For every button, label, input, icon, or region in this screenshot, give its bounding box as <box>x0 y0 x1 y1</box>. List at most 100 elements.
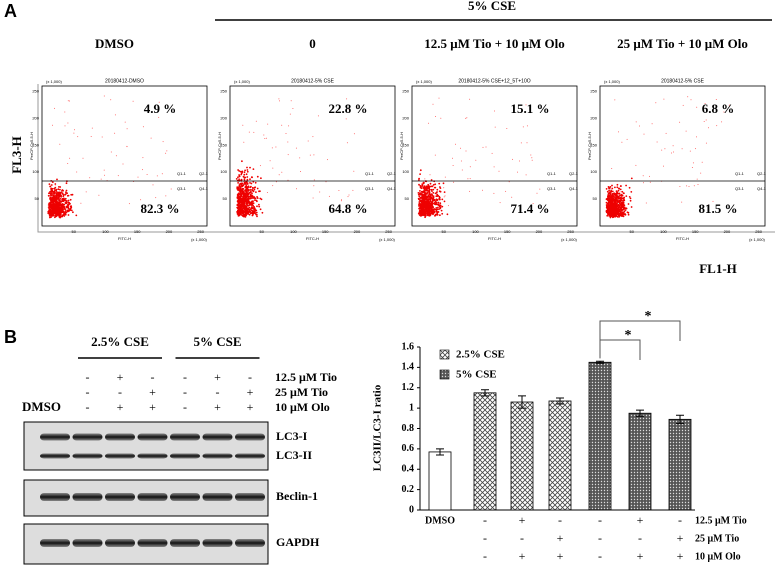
event-dot <box>348 194 350 196</box>
event-dot <box>239 207 242 209</box>
event-dot <box>50 207 53 210</box>
event-dot <box>422 197 425 200</box>
event-dot <box>58 186 60 188</box>
band <box>72 539 103 547</box>
quadrant-label: Q2-1 <box>569 171 579 176</box>
event-dot <box>429 194 432 197</box>
band <box>105 433 135 441</box>
event-dot <box>248 131 250 133</box>
event-dot <box>238 201 241 204</box>
event-dot <box>611 203 614 206</box>
event-dot <box>621 194 624 197</box>
event-dot <box>65 211 67 214</box>
event-dot <box>245 188 248 190</box>
event-dot <box>267 123 269 125</box>
event-dot <box>493 192 495 194</box>
event-dot <box>317 115 319 117</box>
event-dot <box>251 210 254 213</box>
band <box>137 453 168 459</box>
plot-x-tick: 100 <box>660 229 667 234</box>
event-dot <box>58 191 61 194</box>
event-dot <box>422 193 424 196</box>
event-dot <box>241 208 244 211</box>
frame <box>37 84 775 233</box>
event-dot <box>57 206 60 209</box>
event-dot <box>614 202 617 205</box>
event-dot <box>619 197 622 199</box>
event-dot <box>716 125 718 127</box>
event-dot <box>249 166 251 169</box>
event-dot <box>68 202 70 205</box>
event-dot <box>428 214 431 217</box>
band <box>235 433 265 441</box>
lower-percent: 81.5 % <box>699 201 738 216</box>
event-dot <box>605 204 608 206</box>
sign: - <box>151 370 155 384</box>
event-dot <box>681 148 683 150</box>
event-dot <box>420 203 423 206</box>
event-dot <box>241 214 244 217</box>
sign: + <box>677 549 684 563</box>
plot-x-tick: 100 <box>102 229 109 234</box>
event-dot <box>245 173 248 176</box>
event-dot <box>285 133 287 134</box>
event-dot <box>469 98 471 100</box>
events <box>605 96 730 219</box>
bar <box>628 412 652 511</box>
event-dot <box>238 199 241 202</box>
event-dot <box>58 200 61 202</box>
sign: - <box>86 370 90 384</box>
event-dot <box>438 182 441 185</box>
event-dot <box>434 208 437 211</box>
event-dot <box>621 141 623 143</box>
event-dot <box>56 211 59 214</box>
band <box>105 453 135 459</box>
event-dot <box>434 201 436 204</box>
event-dot <box>101 136 103 138</box>
event-dot <box>64 125 66 127</box>
event-dot <box>64 193 67 195</box>
event-dot <box>705 119 707 121</box>
event-dot <box>260 198 263 201</box>
event-dot <box>61 189 64 191</box>
event-dot <box>610 207 613 210</box>
error-bar <box>436 448 444 456</box>
event-dot <box>703 121 705 122</box>
event-dot <box>708 127 709 129</box>
event-dot <box>419 185 422 188</box>
event-dot <box>60 215 63 218</box>
event-dot <box>424 192 426 195</box>
event-dot <box>236 195 239 198</box>
event-dot <box>430 179 433 181</box>
event-dot <box>721 121 723 123</box>
event-dot <box>430 188 433 191</box>
event-dot <box>434 214 436 217</box>
event-dot <box>62 195 65 198</box>
plot-scale: (x 1,000) <box>604 79 620 84</box>
event-dot <box>258 190 260 193</box>
event-dot <box>90 136 92 137</box>
event-dot <box>52 124 53 126</box>
event-dot <box>612 207 615 209</box>
event-dot <box>432 103 434 105</box>
quadrant-label: Q3-1 <box>547 186 557 191</box>
quadrant-label: Q4-1 <box>199 186 209 191</box>
event-dot <box>61 206 64 209</box>
event-dot <box>281 171 283 173</box>
event-dot <box>319 191 321 193</box>
bar <box>428 451 452 511</box>
sign: + <box>637 513 644 527</box>
event-dot <box>422 186 425 189</box>
plot-y-tick: 100 <box>590 169 597 174</box>
event-dot <box>54 202 57 204</box>
event-dot <box>245 199 248 202</box>
event-dot <box>425 209 428 212</box>
event-dot <box>607 203 610 206</box>
plot-y-label: PerCP-Cy5-5-H <box>399 132 404 160</box>
event-dot <box>431 200 434 203</box>
event-dot <box>485 146 487 148</box>
event-dot <box>155 197 157 199</box>
quadrant-label: Q4-1 <box>757 186 767 191</box>
events <box>417 97 541 219</box>
event-dot <box>74 129 75 131</box>
